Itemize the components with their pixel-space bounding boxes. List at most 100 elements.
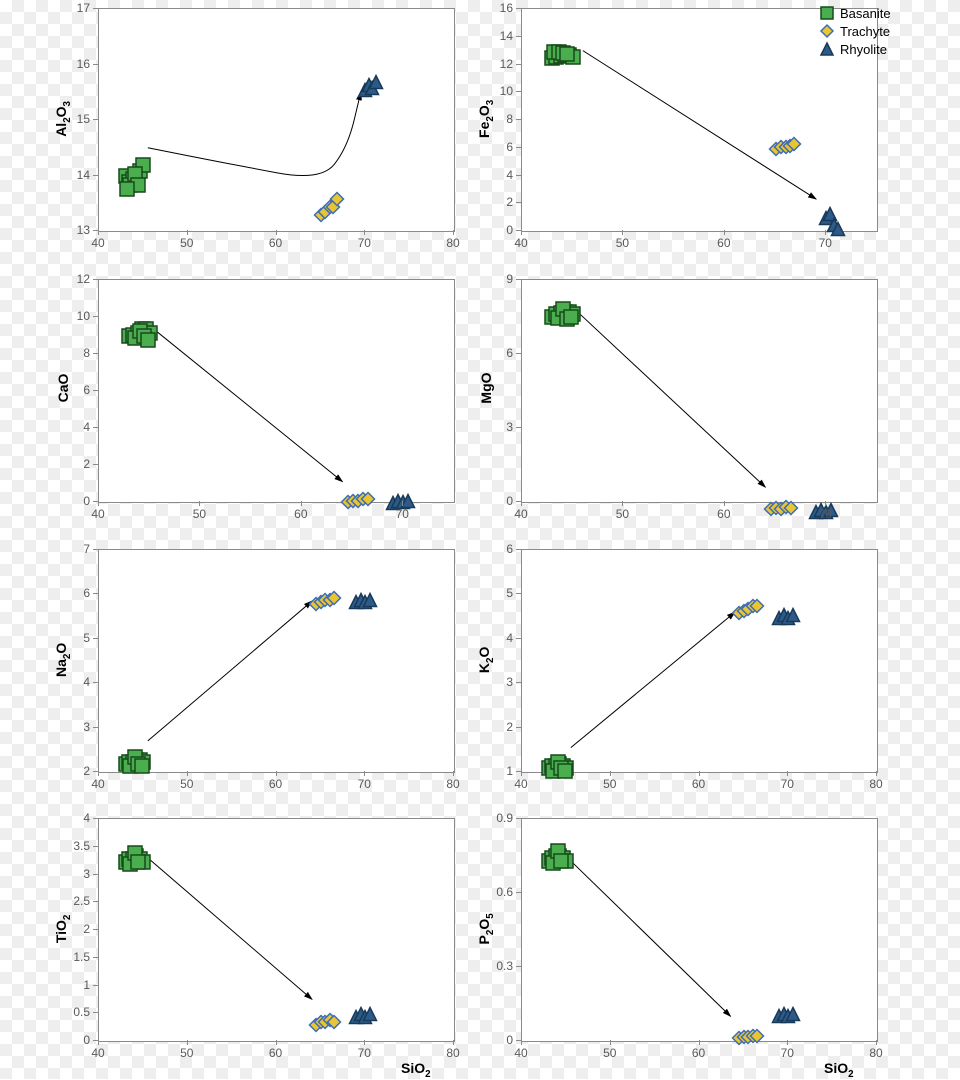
x-tick-label: 60	[269, 1046, 282, 1060]
data-point-basanite	[143, 153, 144, 171]
x-tick-label: 50	[603, 1046, 616, 1060]
x-tick-label: 70	[396, 507, 409, 521]
data-point-basanite	[138, 173, 139, 191]
chart-panel: 405060708000.30.60.9P2O5SiO2	[521, 818, 876, 1040]
data-point-basanite	[567, 42, 568, 60]
data-point-rhyolite	[830, 202, 831, 220]
data-point-basanite	[127, 177, 128, 195]
x-tick-label: 40	[91, 236, 104, 250]
x-tick-label: 40	[91, 777, 104, 791]
x-tick-label: 50	[616, 507, 629, 521]
data-point-trachyte	[334, 586, 335, 604]
y-axis-label: TiO2	[53, 899, 73, 959]
y-tick-label: 3	[60, 867, 90, 881]
y-tick-label: 2	[60, 764, 90, 778]
x-tick-label: 70	[819, 236, 832, 250]
x-tick-label: 70	[781, 1046, 794, 1060]
y-tick-label: 9	[483, 272, 513, 286]
x-tick-label: 40	[514, 236, 527, 250]
y-axis-label: P2O5	[476, 899, 496, 959]
plot-area	[98, 818, 455, 1042]
y-axis-label: Al2O3	[53, 89, 73, 149]
x-tick-label: 60	[294, 507, 307, 521]
y-tick-label: 0	[483, 1033, 513, 1047]
y-tick-label: 0	[483, 494, 513, 508]
data-point-basanite	[571, 305, 572, 323]
x-tick-label: 60	[692, 1046, 705, 1060]
legend: Basanite Trachyte Rhyolite	[820, 6, 891, 60]
chart-panel: 40506070801314151617Al2O3	[98, 8, 453, 230]
data-point-trachyte	[794, 132, 795, 150]
data-point-trachyte	[791, 496, 792, 514]
data-point-basanite	[565, 759, 566, 777]
data-point-basanite	[561, 849, 562, 867]
x-tick-label: 60	[717, 507, 730, 521]
y-tick-label: 16	[60, 57, 90, 71]
y-axis-label: Fe2O3	[476, 89, 496, 149]
chart-panel: 4050607080123456K2O	[521, 549, 876, 771]
data-point-rhyolite	[793, 1002, 794, 1020]
data-point-rhyolite	[793, 603, 794, 621]
x-tick-label: 60	[692, 777, 705, 791]
y-tick-label: 2	[483, 720, 513, 734]
plot-area	[521, 818, 878, 1042]
y-tick-label: 4	[60, 811, 90, 825]
y-tick-label: 14	[483, 29, 513, 43]
x-tick-label: 40	[514, 1046, 527, 1060]
y-tick-label: 0.9	[483, 811, 513, 825]
y-tick-label: 12	[60, 272, 90, 286]
y-tick-label: 2	[60, 457, 90, 471]
y-tick-label: 2	[483, 195, 513, 209]
y-tick-label: 3.5	[60, 839, 90, 853]
y-axis-label: Na2O	[53, 630, 73, 690]
plot-area	[98, 8, 455, 232]
legend-item: Trachyte	[820, 24, 891, 39]
legend-label: Basanite	[840, 6, 891, 21]
plot-area	[98, 549, 455, 773]
y-axis-label: K2O	[476, 630, 496, 690]
x-tick-label: 60	[269, 236, 282, 250]
y-tick-label: 0	[483, 223, 513, 237]
x-tick-label: 50	[180, 1046, 193, 1060]
y-tick-label: 4	[483, 168, 513, 182]
x-tick-label: 40	[91, 1046, 104, 1060]
plot-area	[521, 279, 878, 503]
data-point-trachyte	[334, 1010, 335, 1028]
y-tick-label: 1	[483, 764, 513, 778]
y-tick-label: 12	[483, 57, 513, 71]
x-tick-label: 50	[603, 777, 616, 791]
y-tick-label: 7	[60, 542, 90, 556]
y-tick-label: 1	[60, 978, 90, 992]
y-axis-label: MgO	[478, 358, 494, 418]
data-point-basanite	[148, 328, 149, 346]
x-tick-label: 60	[269, 777, 282, 791]
y-tick-label: 6	[60, 586, 90, 600]
x-tick-label: 80	[446, 1046, 459, 1060]
x-tick-label: 80	[446, 777, 459, 791]
x-tick-label: 50	[180, 236, 193, 250]
x-axis-label: SiO2	[824, 1060, 854, 1080]
x-tick-label: 40	[514, 777, 527, 791]
data-point-rhyolite	[370, 1002, 371, 1020]
y-axis-label: CaO	[55, 358, 71, 418]
chart-panel: 405060700369MgO	[521, 279, 876, 501]
data-point-trachyte	[368, 487, 369, 505]
x-tick-label: 70	[358, 777, 371, 791]
legend-label: Rhyolite	[840, 42, 887, 57]
x-tick-label: 70	[781, 777, 794, 791]
legend-item: Basanite	[820, 6, 891, 21]
x-tick-label: 70	[819, 507, 832, 521]
data-point-basanite	[142, 754, 143, 772]
y-tick-label: 5	[483, 586, 513, 600]
y-tick-label: 14	[60, 168, 90, 182]
x-tick-label: 50	[193, 507, 206, 521]
x-tick-label: 80	[869, 777, 882, 791]
y-tick-label: 16	[483, 1, 513, 15]
y-tick-label: 0	[60, 494, 90, 508]
x-tick-label: 40	[514, 507, 527, 521]
x-tick-label: 70	[358, 1046, 371, 1060]
y-tick-label: 3	[60, 720, 90, 734]
chart-panel: 4050607080234567Na2O	[98, 549, 453, 771]
y-tick-label: 6	[483, 542, 513, 556]
x-axis-label: SiO2	[401, 1060, 431, 1080]
